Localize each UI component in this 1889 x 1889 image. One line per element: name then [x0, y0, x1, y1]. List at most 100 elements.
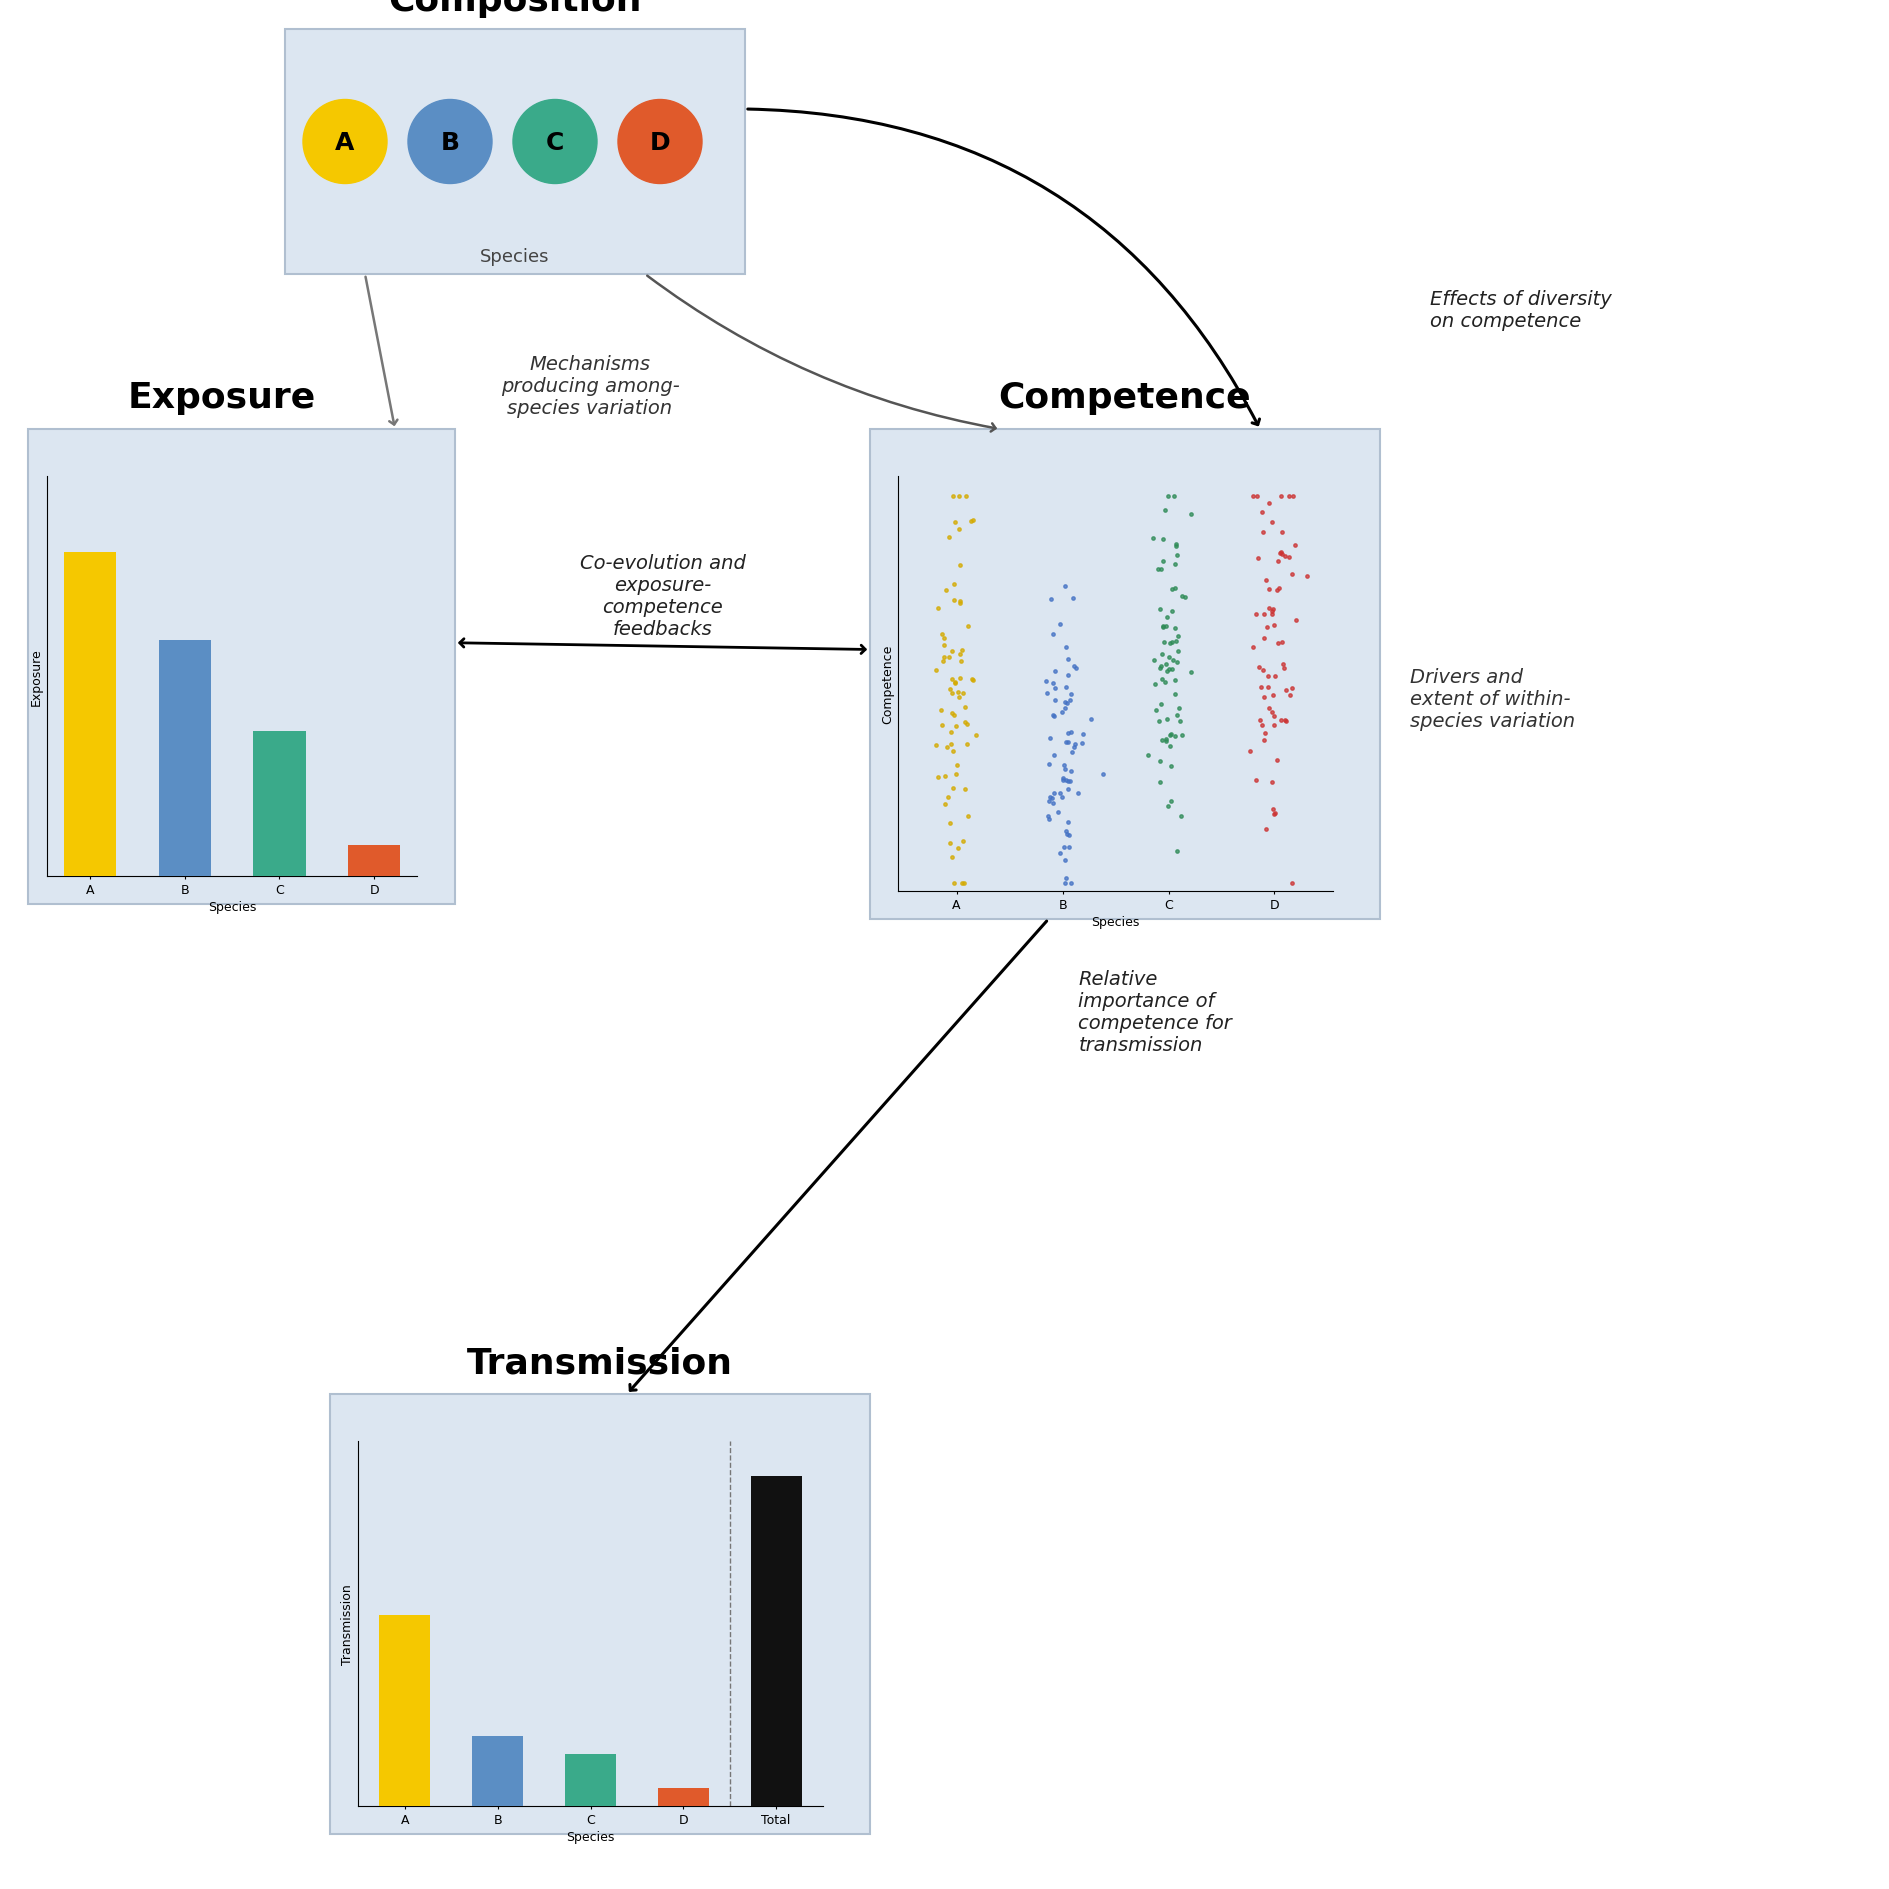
Point — [1158, 646, 1188, 676]
Point — [1160, 665, 1190, 695]
Point — [944, 514, 975, 544]
Point — [937, 699, 967, 729]
Text: A: A — [334, 130, 355, 155]
Point — [927, 646, 958, 676]
Point — [1047, 765, 1077, 795]
Point — [950, 691, 980, 722]
Point — [1152, 791, 1183, 822]
Point — [1150, 727, 1181, 757]
Point — [1277, 559, 1307, 589]
Point — [926, 695, 956, 725]
Point — [1160, 722, 1190, 752]
Point — [1043, 797, 1073, 827]
Point — [1167, 720, 1198, 750]
Point — [946, 869, 977, 899]
Point — [1137, 646, 1167, 676]
Point — [1241, 482, 1271, 512]
Point — [1162, 540, 1192, 570]
Text: Competence: Competence — [997, 382, 1251, 416]
Bar — [159, 640, 210, 876]
Point — [1058, 652, 1088, 682]
Point — [941, 759, 971, 790]
Point — [935, 729, 965, 759]
Point — [939, 570, 969, 601]
Point — [1150, 603, 1181, 633]
Text: Relative
importance of
competence for
transmission: Relative importance of competence for tr… — [1079, 969, 1232, 1054]
Point — [1088, 759, 1118, 790]
FancyBboxPatch shape — [28, 431, 455, 905]
Point — [944, 663, 975, 693]
Point — [937, 737, 967, 767]
Point — [937, 773, 967, 803]
Point — [1062, 654, 1092, 684]
Point — [1164, 693, 1194, 723]
Point — [948, 706, 979, 737]
Point — [1147, 546, 1177, 576]
Point — [1258, 680, 1288, 710]
Point — [1045, 839, 1075, 869]
Point — [944, 552, 975, 582]
Point — [1160, 680, 1190, 710]
Point — [1162, 637, 1192, 667]
Point — [1052, 720, 1082, 750]
Point — [1052, 808, 1082, 839]
Point — [1037, 669, 1067, 699]
Point — [1268, 650, 1298, 680]
Bar — [657, 1789, 708, 1806]
Point — [1030, 667, 1060, 697]
Point — [929, 576, 960, 606]
Point — [1039, 778, 1069, 808]
Point — [1162, 621, 1192, 652]
Point — [935, 827, 965, 858]
Point — [1075, 705, 1105, 735]
Point — [937, 665, 967, 695]
Point — [1033, 805, 1064, 835]
Point — [1150, 495, 1181, 525]
Point — [1256, 508, 1286, 538]
Point — [920, 731, 950, 761]
Point — [1175, 499, 1205, 529]
Point — [1249, 599, 1279, 629]
Point — [1150, 723, 1181, 754]
Point — [1252, 487, 1283, 518]
Point — [1052, 833, 1082, 863]
Point — [1160, 550, 1190, 580]
Point — [943, 482, 973, 512]
Point — [1050, 765, 1081, 795]
Point — [1275, 680, 1305, 710]
Point — [1132, 740, 1162, 771]
Point — [1175, 657, 1205, 688]
Point — [1266, 518, 1296, 548]
Point — [927, 623, 958, 654]
Point — [1052, 661, 1082, 691]
Point — [1137, 523, 1167, 553]
Point — [1258, 701, 1288, 731]
Point — [1047, 697, 1077, 727]
Point — [1156, 654, 1186, 684]
Point — [1273, 482, 1303, 512]
Point — [1056, 756, 1086, 786]
Point — [952, 801, 982, 831]
Point — [1256, 697, 1286, 727]
Point — [1152, 482, 1183, 512]
Point — [1048, 693, 1079, 723]
Point — [1258, 799, 1288, 829]
Point — [931, 733, 962, 763]
Point — [1156, 786, 1186, 816]
Text: D: D — [650, 130, 671, 155]
Point — [1050, 672, 1081, 703]
Bar — [380, 1615, 431, 1806]
Point — [931, 782, 962, 812]
Point — [950, 482, 980, 512]
Point — [1239, 765, 1269, 795]
Point — [1039, 740, 1069, 771]
Point — [956, 506, 986, 536]
Point — [1037, 620, 1067, 650]
Point — [1039, 674, 1069, 705]
Point — [1052, 774, 1082, 805]
Point — [1050, 572, 1081, 603]
Circle shape — [408, 100, 491, 185]
Point — [1262, 574, 1292, 604]
Point — [1047, 782, 1077, 812]
Point — [1145, 652, 1175, 682]
